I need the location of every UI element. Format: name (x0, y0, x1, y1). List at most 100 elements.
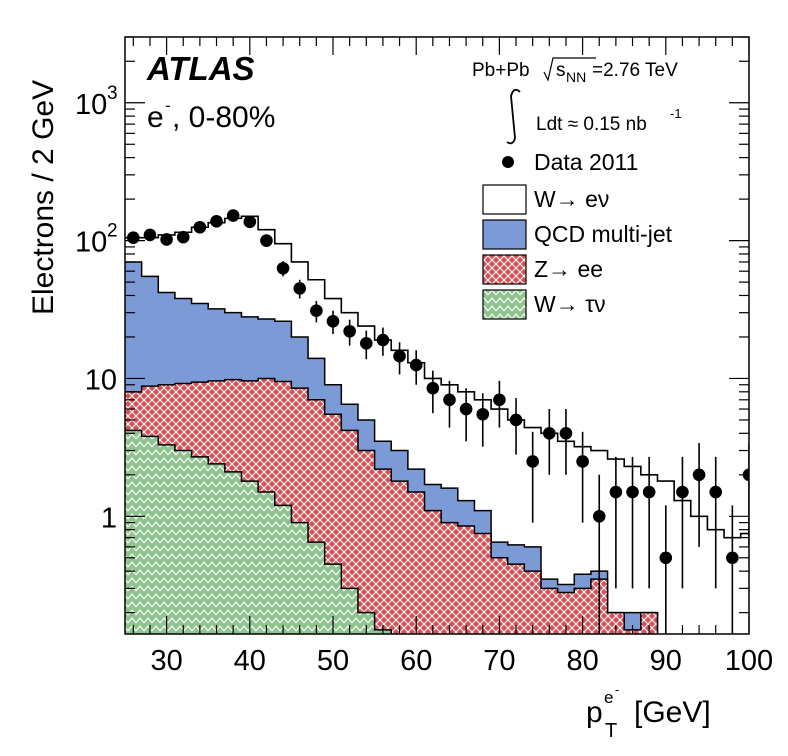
data-point (526, 455, 539, 468)
data-point (543, 427, 556, 440)
centrality-range: , 0-80% (172, 101, 275, 134)
data-point (293, 282, 307, 295)
data-point (476, 407, 490, 421)
data-point (226, 209, 240, 222)
x-axis-title-unit: [GeV] (634, 696, 711, 729)
w-enu-total-line (125, 215, 749, 539)
data-point (676, 485, 689, 499)
lumi-text: Ldt ≈ 0.15 nb (536, 114, 647, 135)
legend-item-qcd: QCD multi-jet (482, 219, 673, 250)
legend: Data 2011 W→ eν QCD multi-jet Z→ ee W→ τ… (482, 149, 673, 320)
x-tick-label: 30 (150, 645, 182, 677)
data-point (193, 220, 207, 234)
energy-s: s (556, 60, 566, 81)
integral-icon (506, 88, 521, 145)
data-point (243, 215, 257, 229)
legend-data-marker (502, 156, 514, 168)
x-axis-title-sup: e (604, 688, 613, 707)
y-tick-label-base: 10 (75, 89, 107, 121)
histogram-layer (125, 215, 749, 634)
legend-w-taunu-swatch (482, 289, 527, 320)
x-axis-title-sub: T (605, 720, 617, 742)
lumi-exp: -1 (670, 106, 682, 121)
charge-label: e (147, 101, 164, 134)
y-tick-label-exp: 3 (107, 83, 118, 104)
qcd-outline (125, 261, 659, 634)
data-point (260, 234, 273, 247)
data-point (443, 393, 456, 407)
legend-w-taunu-label: W→ τν (534, 291, 606, 317)
x-tick-label: 60 (400, 645, 432, 677)
data-point (127, 231, 140, 244)
z-ee-outline (125, 377, 659, 634)
data-point (726, 551, 739, 565)
legend-z-ee-swatch (482, 254, 527, 285)
legend-item-w-enu: W→ eν (482, 184, 609, 215)
data-point (160, 233, 173, 246)
x-tick-labels: 30 40 50 60 70 80 90 100 (150, 645, 773, 677)
data-point (176, 230, 190, 244)
y-tick-label-exp: 2 (107, 221, 118, 242)
data-point (426, 381, 440, 395)
data-point (559, 427, 573, 440)
legend-item-w-taunu: W→ τν (482, 289, 606, 320)
y-axis-title: Electrons / 2 GeV (27, 80, 60, 315)
data-point (359, 336, 373, 350)
data-point (343, 324, 356, 338)
data-point (576, 455, 589, 468)
data-point (642, 485, 656, 499)
w-taunu-outline (125, 429, 392, 634)
centrality-label: e - , 0-80% (147, 96, 275, 134)
legend-qcd-swatch (482, 219, 527, 250)
x-tick-label: 40 (234, 645, 266, 677)
axis-ticks (125, 36, 750, 634)
legend-w-enu-swatch (482, 184, 527, 215)
data-point (393, 349, 406, 363)
x-tick-label: 70 (483, 645, 515, 677)
data-point (592, 509, 606, 523)
y-tick-label-base: 10 (75, 227, 107, 259)
x-axis-title-p: p (586, 696, 603, 729)
data-point (659, 551, 673, 565)
collision-label: Pb+Pb s NN =2.76 TeV (472, 57, 678, 85)
legend-z-ee-label: Z→ ee (534, 256, 603, 282)
data-point (143, 228, 157, 242)
data-point (326, 314, 340, 328)
data-point (509, 413, 523, 427)
energy-value: =2.76 TeV (592, 60, 678, 81)
x-tick-label: 100 (725, 645, 773, 677)
charge-sign: - (165, 96, 171, 115)
x-axis-title: p T e - [GeV] (586, 682, 711, 742)
data-point (692, 468, 706, 482)
data-point (709, 485, 723, 499)
data-point (210, 215, 223, 228)
x-tick-label: 50 (317, 645, 349, 677)
data-point (409, 358, 423, 372)
data-point (626, 485, 639, 499)
y-tick-label: 10 (85, 364, 117, 396)
data-point (609, 485, 623, 499)
legend-qcd-label: QCD multi-jet (534, 221, 673, 247)
y-tick-label: 1 (101, 502, 117, 534)
x-tick-label: 90 (650, 645, 682, 677)
data-point (276, 261, 290, 275)
x-axis-title-sup-sign: - (615, 682, 619, 697)
luminosity-label: Ldt ≈ 0.15 nb -1 (506, 88, 682, 145)
legend-w-enu-label: W→ eν (534, 186, 609, 212)
legend-item-data: Data 2011 (502, 149, 638, 175)
system-label: Pb+Pb (472, 60, 530, 81)
legend-item-z-ee: Z→ ee (482, 254, 603, 285)
legend-data-label: Data 2011 (534, 149, 638, 175)
w-taunu-area (125, 430, 392, 634)
data-point (459, 402, 473, 416)
data-point (376, 333, 390, 347)
plot-frame (124, 36, 750, 635)
data-point (493, 393, 506, 407)
energy-sub: NN (566, 69, 586, 85)
atlas-label: ATLAS (146, 50, 255, 87)
sqrt-symbol (543, 57, 596, 82)
data-point (310, 304, 323, 318)
x-tick-label: 80 (566, 645, 598, 677)
